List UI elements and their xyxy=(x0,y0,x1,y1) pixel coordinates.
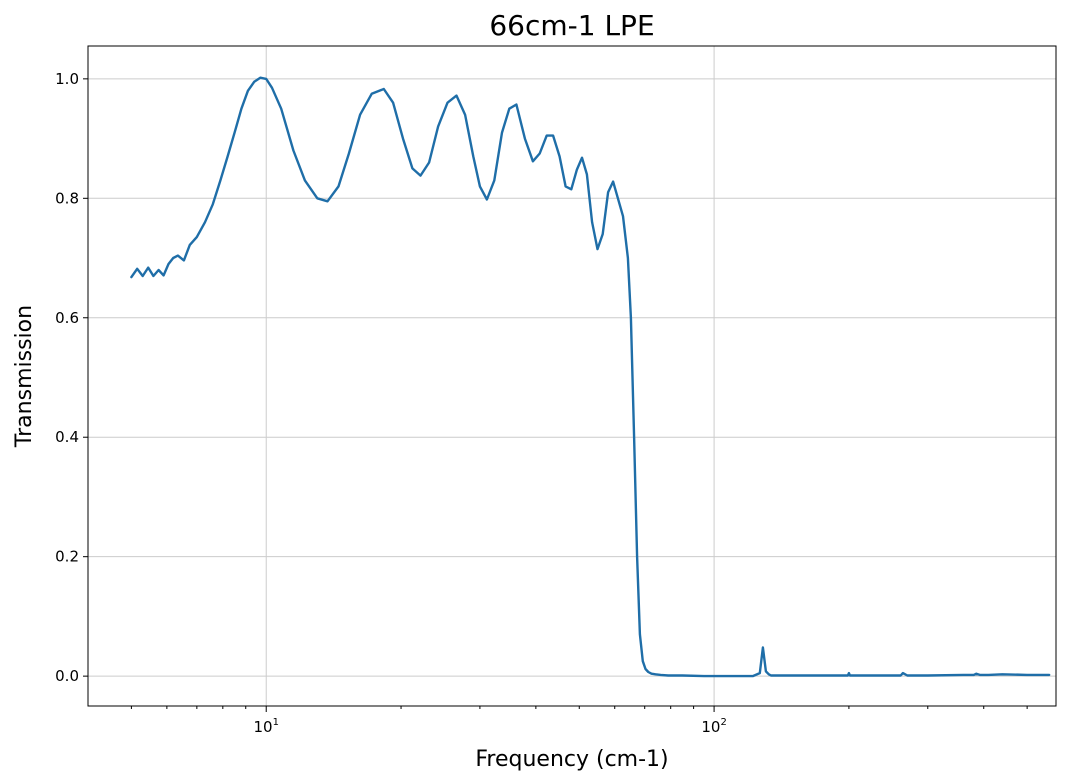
y-tick-label: 1.0 xyxy=(55,70,79,88)
series-line xyxy=(130,76,1051,678)
chart-title: 66cm-1 LPE xyxy=(489,9,654,42)
plot-area xyxy=(87,45,1057,707)
y-tick-label: 0.2 xyxy=(55,548,79,566)
y-axis-label: Transmission xyxy=(12,305,37,448)
y-tick-label: 0.4 xyxy=(55,428,79,446)
y-tick-label: 0.8 xyxy=(55,189,79,207)
series-layer xyxy=(130,76,1051,678)
y-tick-label: 0.6 xyxy=(55,309,79,327)
grid-lines xyxy=(88,46,1056,706)
axis-ticks: 0.0 0.2 0.4 0.6 0.8 1.0 101 102 xyxy=(55,70,1028,736)
x-axis-label: Frequency (cm-1) xyxy=(475,747,668,772)
x-tick-label: 102 xyxy=(701,717,726,736)
y-tick-label: 0.0 xyxy=(55,667,79,685)
x-tick-label: 101 xyxy=(253,717,278,736)
